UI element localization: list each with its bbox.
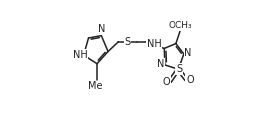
Text: N: N [157,59,164,69]
Text: NH: NH [73,50,87,60]
Text: OCH₃: OCH₃ [169,21,193,30]
Text: S: S [176,64,182,74]
Text: O: O [162,77,170,87]
Text: NH: NH [147,38,161,48]
Text: Me: Me [88,81,102,91]
Text: N: N [98,24,105,34]
Text: S: S [124,37,131,47]
Text: N: N [184,48,192,58]
Text: O: O [186,75,194,85]
